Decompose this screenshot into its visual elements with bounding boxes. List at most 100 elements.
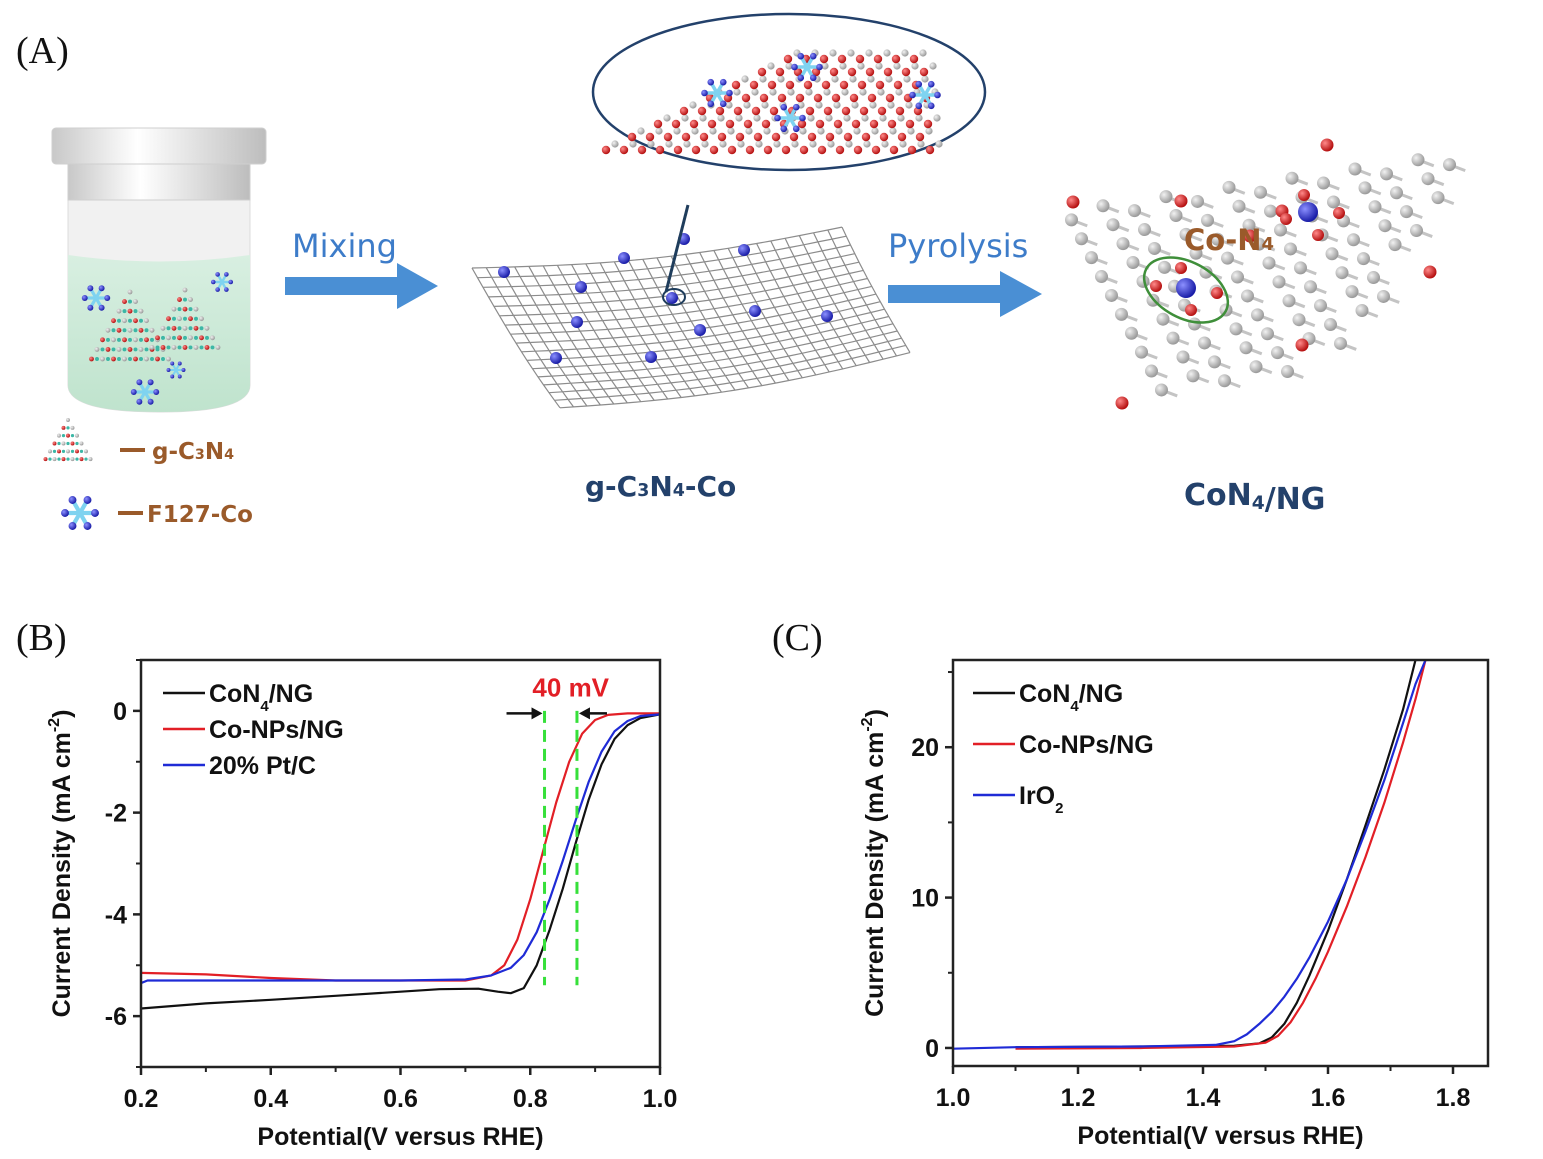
series-line-iro2 <box>953 660 1427 1050</box>
cobalt-atom <box>774 114 781 122</box>
carbon-atom <box>691 127 699 135</box>
carbon-atom <box>709 127 717 135</box>
carbon-atom <box>847 49 855 57</box>
nitrogen-atom <box>43 457 48 462</box>
legend-label: Co-NPs/NG <box>1019 731 1154 759</box>
cobalt-atom <box>799 114 806 122</box>
carbon-atom <box>117 337 121 342</box>
cobalt-atom <box>91 509 99 517</box>
series-line-co-nps-ng <box>1015 660 1427 1050</box>
nitrogen-atom <box>923 119 933 129</box>
cobalt-atom <box>821 310 833 322</box>
nitrogen-atom <box>853 145 863 155</box>
nitrogen-atom <box>699 132 709 142</box>
y-tick-label: -2 <box>105 800 127 828</box>
carbon-atom <box>193 345 199 350</box>
nitrogen-atom <box>775 67 785 77</box>
y-axis-title-text: Current Density (mA cm <box>48 732 76 1017</box>
x-tick-label: 1.0 <box>936 1084 971 1112</box>
legend-label: IrO2 <box>1019 782 1063 817</box>
carbon-atom <box>1274 223 1287 237</box>
nitrogen-atom <box>1185 304 1197 316</box>
cobalt-atom <box>780 103 788 111</box>
carbon-atom <box>100 347 105 352</box>
formula-text: g-C <box>585 470 637 503</box>
carbon-atom <box>897 114 905 122</box>
nitrogen-atom <box>193 325 199 331</box>
carbon-atom <box>825 114 833 122</box>
carbon-atom <box>111 337 116 343</box>
arrow-left-icon <box>578 707 590 720</box>
carbon-atom <box>889 127 897 135</box>
nitrogen-atom <box>891 54 901 64</box>
carbon-atom <box>133 347 138 352</box>
cobalt-atom <box>130 389 137 395</box>
carbon-atom <box>1325 247 1339 261</box>
carbon-atom <box>1199 265 1213 279</box>
carbon-atom <box>172 335 176 340</box>
f127-co-icon <box>61 496 99 530</box>
plot-frame <box>951 658 1490 1068</box>
carbon-atom <box>66 449 70 454</box>
nitrogen-atom <box>1175 262 1187 274</box>
carbon-atom <box>1211 232 1224 246</box>
carbon-atom <box>1201 213 1214 227</box>
nitrogen-atom <box>1298 189 1310 201</box>
nitrogen-atom <box>70 441 75 446</box>
cobalt-atom <box>738 244 750 256</box>
carbon-atom <box>1208 355 1221 369</box>
cobalt-atom <box>666 292 678 304</box>
carbon-atom <box>885 75 893 83</box>
carbon-atom <box>1282 294 1296 308</box>
pyrolysis-label: Pyrolysis <box>888 227 1028 265</box>
carbon-atom <box>1232 199 1246 213</box>
carbon-atom <box>1388 238 1402 252</box>
nitrogen-atom <box>673 145 683 155</box>
nitrogen-atom <box>111 356 116 362</box>
carbon-atom <box>1126 256 1140 269</box>
legend-label-text: CoN <box>1019 680 1070 708</box>
nitrogen-atom <box>831 93 841 103</box>
cobalt-atom <box>147 379 154 386</box>
carbon-atom <box>1334 336 1347 350</box>
nitrogen-atom <box>89 356 94 362</box>
carbon-atom <box>869 101 877 109</box>
carbon-atom <box>188 307 193 312</box>
legend-label-text: Co-NPs/NG <box>1019 731 1154 759</box>
carbon-atom <box>1367 271 1380 285</box>
cobalt-atom <box>934 91 941 99</box>
carbon-atom <box>1272 275 1286 289</box>
carbon-atom <box>1254 185 1267 199</box>
nitrogen-atom <box>177 297 182 302</box>
nitrogen-atom <box>767 80 777 90</box>
carbon-atom <box>48 449 52 454</box>
carbon-atom <box>199 345 204 350</box>
solution-fill <box>68 255 250 412</box>
carbon-atom <box>895 88 903 96</box>
carbon-atom <box>1400 205 1413 219</box>
carbon-atom <box>755 140 763 148</box>
carbon-atom <box>879 114 887 122</box>
nitrogen-atom <box>913 106 923 116</box>
carbon-atom <box>759 75 767 83</box>
x-tick-label: 0.4 <box>253 1085 288 1113</box>
nitrogen-atom <box>144 337 149 343</box>
legend-f127co-label: F127-Co <box>147 502 253 528</box>
carbon-atom <box>149 327 155 333</box>
co-n4-site-highlight <box>1142 256 1230 324</box>
carbon-atom <box>761 101 769 109</box>
nitrogen-atom <box>689 119 699 129</box>
nitrogen-atom <box>75 449 79 454</box>
nitrogen-atom <box>204 345 210 350</box>
legend-label: 20% Pt/C <box>209 752 316 780</box>
cobalt-atom <box>215 272 220 277</box>
nitrogen-atom <box>839 80 849 90</box>
cobalt-atom <box>215 287 220 292</box>
nitrogen-atom <box>745 145 755 155</box>
nitrogen-atom <box>52 441 57 446</box>
carbon-atom <box>75 441 79 446</box>
nitrogen-atom <box>813 93 823 103</box>
nitrogen-atom <box>177 335 182 341</box>
carbon-atom <box>1095 270 1108 284</box>
cobalt-atom <box>210 279 216 285</box>
